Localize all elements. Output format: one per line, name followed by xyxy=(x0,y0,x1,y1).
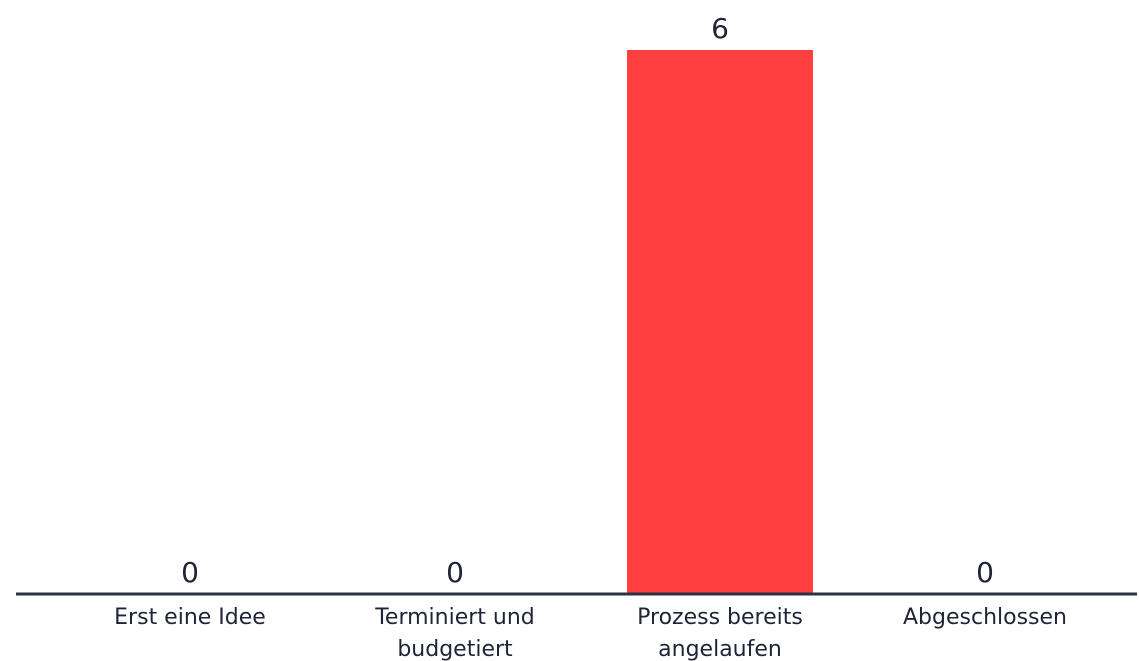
bar-value-label-3: 0 xyxy=(976,556,994,589)
bar-2 xyxy=(627,50,813,594)
x-tick-label-0-line-0: Erst eine Idee xyxy=(114,605,266,630)
x-tick-label-3-line-0: Abgeschlossen xyxy=(903,605,1067,630)
x-tick-label-0: Erst eine Idee xyxy=(114,605,266,630)
bar-value-label-1: 0 xyxy=(446,556,464,589)
x-tick-labels: Erst eine Idee Terminiert und budgetiert Pr… xyxy=(114,605,1067,661)
x-tick-label-1-line-1: budgetiert xyxy=(397,637,513,661)
bars-layer xyxy=(627,50,813,594)
bar-value-label-0: 0 xyxy=(181,556,199,589)
x-tick-label-2: Prozess bereits angelaufen xyxy=(637,605,803,661)
bar-value-label-2: 6 xyxy=(711,12,729,45)
x-tick-label-2-line-0: Prozess bereits xyxy=(637,605,803,630)
x-tick-label-1-line-0: Terminiert und xyxy=(374,605,535,630)
x-tick-label-2-line-1: angelaufen xyxy=(658,637,782,661)
x-tick-label-1: Terminiert und budgetiert xyxy=(374,605,535,661)
value-labels-layer: 0 0 6 0 xyxy=(181,12,994,589)
x-tick-label-3: Abgeschlossen xyxy=(903,605,1067,630)
